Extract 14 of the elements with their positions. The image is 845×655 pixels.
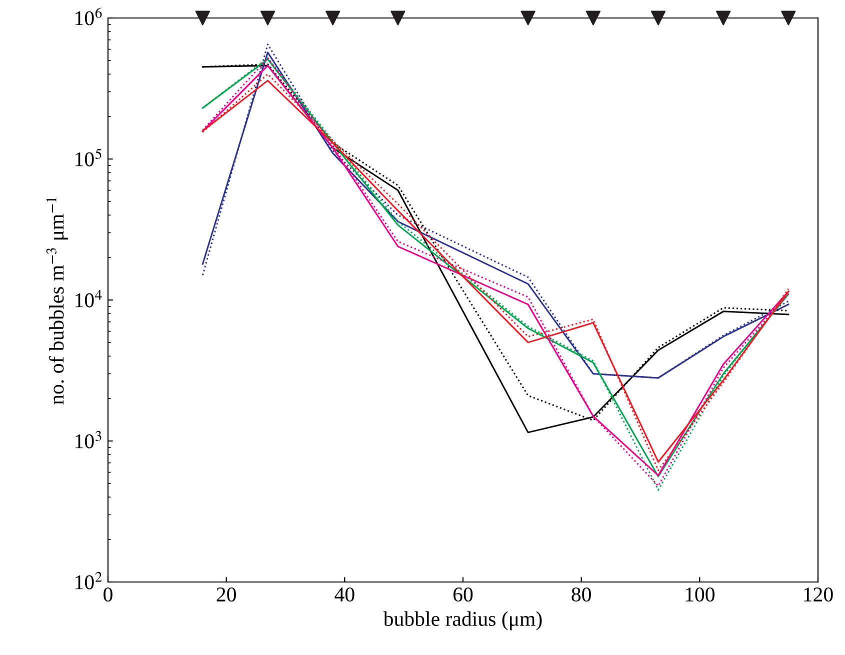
y-tick-label: 10$^{4}$ — [76, 290, 102, 308]
x-tick-label: 40 — [334, 587, 354, 602]
y-tick-label: 10$^{3}$ — [76, 430, 102, 448]
x-axis-title: bubble radius (μm) — [383, 611, 542, 630]
y-axis-title: no. of bubbles m$^{−3}$ μm$^{−1}$ — [46, 198, 68, 404]
y-tick-label: 10$^{2}$ — [76, 572, 102, 590]
y-tick-label: 10$^{6}$ — [76, 8, 102, 26]
x-tick-label: 120 — [804, 587, 833, 602]
y-tick-label: 10$^{5}$ — [76, 148, 102, 166]
x-tick-label: 80 — [572, 587, 591, 602]
x-tick-label: 20 — [216, 587, 236, 602]
x-tick-label: 0 — [104, 587, 112, 602]
x-tick-label: 100 — [686, 587, 714, 602]
x-tick-label: 60 — [453, 587, 473, 602]
